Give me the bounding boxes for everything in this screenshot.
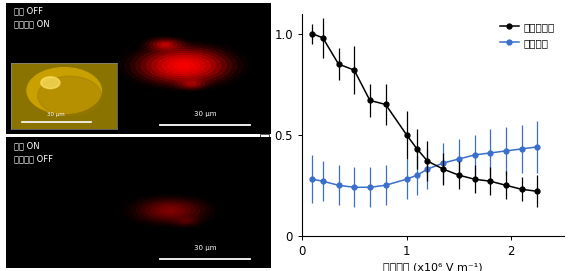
Ellipse shape [163, 57, 205, 74]
Text: 電場 OFF: 電場 OFF [14, 7, 43, 16]
Text: レーザー ON: レーザー ON [14, 20, 49, 29]
Ellipse shape [175, 217, 198, 225]
Ellipse shape [161, 43, 169, 46]
Ellipse shape [152, 53, 216, 78]
Ellipse shape [161, 207, 180, 214]
Ellipse shape [141, 201, 200, 220]
Ellipse shape [136, 199, 205, 222]
Ellipse shape [173, 62, 194, 70]
Ellipse shape [183, 220, 190, 222]
Ellipse shape [132, 198, 209, 224]
Ellipse shape [147, 51, 221, 80]
Ellipse shape [187, 82, 196, 86]
Ellipse shape [125, 43, 242, 88]
Ellipse shape [126, 196, 214, 225]
Ellipse shape [183, 81, 201, 87]
Ellipse shape [150, 40, 181, 50]
Ellipse shape [178, 79, 205, 89]
Ellipse shape [157, 55, 210, 76]
Text: 30 μm: 30 μm [194, 111, 216, 117]
Legend: レーザー光, 自然発光: レーザー光, 自然発光 [497, 19, 558, 51]
Ellipse shape [156, 206, 185, 215]
X-axis label: 電場強度 (x10⁶ V m⁻¹): 電場強度 (x10⁶ V m⁻¹) [383, 262, 482, 271]
Ellipse shape [166, 209, 175, 212]
Ellipse shape [171, 216, 202, 226]
Ellipse shape [157, 42, 173, 47]
Ellipse shape [179, 218, 194, 224]
Ellipse shape [168, 59, 200, 72]
Ellipse shape [131, 45, 237, 86]
Ellipse shape [178, 64, 189, 68]
Ellipse shape [146, 202, 195, 219]
Ellipse shape [136, 47, 232, 84]
Ellipse shape [153, 41, 177, 49]
Text: レーザー OFF: レーザー OFF [14, 154, 53, 163]
Text: 30 μm: 30 μm [194, 245, 216, 251]
Text: 電場 ON: 電場 ON [14, 141, 39, 150]
Ellipse shape [151, 204, 190, 217]
Y-axis label: 相対発光強度: 相対発光強度 [260, 105, 270, 144]
Ellipse shape [145, 38, 185, 51]
Ellipse shape [141, 49, 226, 82]
Ellipse shape [174, 78, 209, 90]
